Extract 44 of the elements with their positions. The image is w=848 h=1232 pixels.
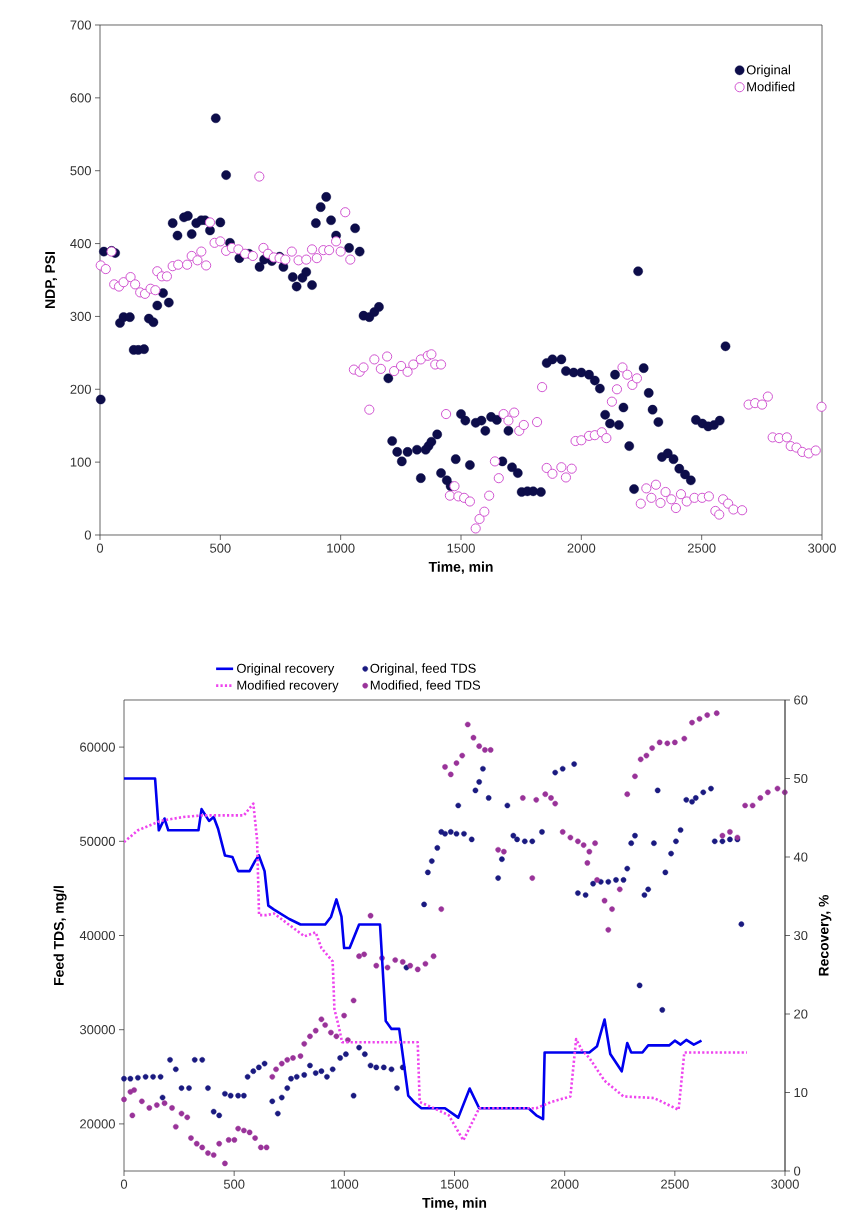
y-tick-label: 300 bbox=[70, 311, 91, 321]
x-tick-label: 2500 bbox=[687, 543, 716, 553]
y-tick-label: 700 bbox=[70, 20, 91, 30]
x-tick-label: 1500 bbox=[441, 1179, 469, 1189]
y-axis-title: NDP, PSI bbox=[45, 252, 58, 308]
y2-tick-label: 10 bbox=[794, 1087, 808, 1098]
x-tick-label: 2000 bbox=[567, 543, 596, 553]
x-tick-label: 1000 bbox=[327, 543, 355, 553]
y2-tick-label: 20 bbox=[794, 1009, 808, 1019]
x-tick-label: 500 bbox=[223, 1179, 245, 1189]
x-tick-label: 2500 bbox=[661, 1179, 689, 1189]
legend-label: Original, feed TDS bbox=[370, 663, 476, 676]
x-tick-label: 1500 bbox=[447, 543, 475, 553]
y-tick-label: 40000 bbox=[79, 930, 115, 941]
x-tick-label: 1000 bbox=[330, 1179, 359, 1189]
x-tick-label: 2000 bbox=[550, 1179, 579, 1189]
x-tick-label: 3000 bbox=[771, 1179, 799, 1189]
y-tick-label: 200 bbox=[70, 384, 91, 394]
x-tick-label: 500 bbox=[210, 543, 231, 553]
y-tick-label: 20000 bbox=[80, 1119, 115, 1129]
x-tick-label: 0 bbox=[120, 1179, 128, 1189]
legend-label: Original bbox=[746, 64, 790, 77]
x-axis-title: Time, min bbox=[428, 561, 493, 574]
y-tick-label: 50000 bbox=[79, 836, 115, 846]
legend-label: Modified bbox=[747, 81, 795, 92]
y-tick-label: 600 bbox=[70, 93, 91, 103]
y-tick-label: 30000 bbox=[79, 1025, 115, 1035]
legend-label: Modified, feed TDS bbox=[370, 680, 481, 692]
y-tick-label: 500 bbox=[70, 166, 91, 176]
y-tick-label: 60000 bbox=[80, 742, 115, 752]
y2-tick-label: 60 bbox=[794, 695, 808, 705]
y-tick-label: 0 bbox=[84, 530, 91, 540]
y2-axis-title: Recovery, % bbox=[818, 894, 832, 976]
y-tick-label: 100 bbox=[70, 457, 91, 467]
y-tick-label: 400 bbox=[70, 238, 91, 249]
y2-tick-label: 50 bbox=[794, 773, 808, 784]
y2-tick-label: 30 bbox=[794, 930, 808, 941]
y2-tick-label: 40 bbox=[793, 852, 808, 862]
y2-tick-label: 0 bbox=[794, 1166, 801, 1176]
x-tick-label: 3000 bbox=[808, 543, 836, 553]
legend-label: Modified recovery bbox=[237, 680, 339, 693]
x-axis-title: Time, min bbox=[422, 1197, 487, 1210]
y-axis-title: Feed TDS, mg/l bbox=[53, 886, 67, 985]
legend-label: Original recovery bbox=[237, 663, 335, 676]
